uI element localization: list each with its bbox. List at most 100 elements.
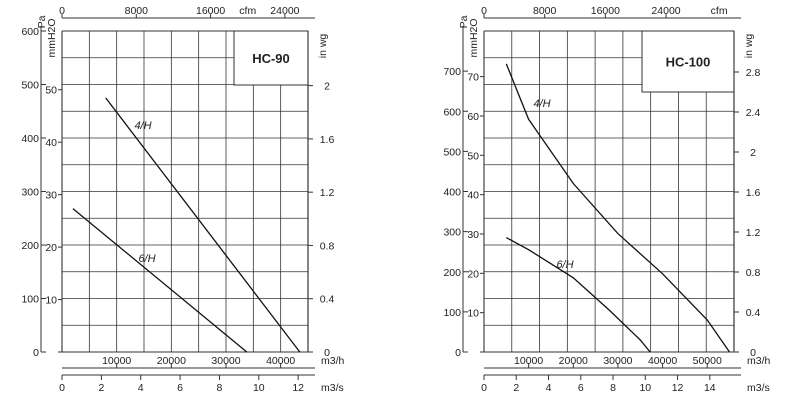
m3h-tick-label: 10000 [514, 355, 543, 367]
m3h-tick-label: 20000 [559, 355, 588, 367]
m3s-tick-label: 10 [639, 382, 651, 394]
m3s-unit-label: m3/s [747, 382, 770, 394]
model-label-box [233, 30, 309, 86]
pa-tick-label: 100 [443, 307, 461, 319]
inwg-tick-label: 1.6 [746, 187, 761, 199]
model-label-box [641, 30, 735, 93]
inwg-tick-label: 0.4 [746, 307, 761, 319]
mmh2o-tick-label: 10 [45, 295, 57, 307]
mmh2o-tick-label: 20 [45, 242, 57, 254]
inwg-unit-label: in wg [743, 34, 755, 59]
m3s-tick-label: 4 [138, 382, 144, 394]
mmh2o-tick-label: 30 [467, 229, 479, 241]
cfm-tick-label: 24000 [651, 5, 680, 17]
m3h-tick-label: 10000 [102, 355, 131, 367]
mmh2o-tick-label: 40 [467, 190, 479, 202]
cfm-tick-label: 16000 [591, 5, 620, 17]
m3s-tick-label: 6 [177, 382, 183, 394]
mmh2o-tick-label: 30 [45, 190, 57, 202]
pa-tick-label: 600 [21, 26, 39, 38]
pa-tick-label: 700 [443, 66, 461, 78]
m3h-tick-label: 30000 [211, 355, 240, 367]
m3s-unit-label: m3/s [321, 382, 344, 394]
pa-tick-label: 500 [21, 80, 39, 92]
curve-6-h [72, 208, 248, 353]
inwg-tick-label: 0.8 [320, 240, 335, 252]
pa-tick-label: 0 [455, 347, 461, 359]
m3s-tick-label: 0 [481, 382, 487, 394]
curve-label-6-h: 6/H [556, 259, 573, 271]
curve-label-4-h: 4/H [134, 120, 151, 132]
m3s-tick-label: 14 [704, 382, 716, 394]
curve-4-h [105, 97, 301, 353]
inwg-tick-label: 2 [750, 147, 756, 159]
pa-tick-label: 400 [21, 133, 39, 145]
pa-tick-label: 300 [21, 187, 39, 199]
pa-tick-label: 0 [33, 347, 39, 359]
model-label: HC-100 [666, 55, 711, 70]
chart-hc-90 [40, 14, 315, 380]
m3s-tick-label: 10 [253, 382, 265, 394]
m3h-unit-label: m3/h [321, 355, 345, 367]
cfm-tick-label: 24000 [270, 5, 299, 17]
mmh2o-tick-label: 50 [467, 150, 479, 162]
inwg-tick-label: 0.8 [746, 267, 761, 279]
curve-label-6-h: 6/H [138, 253, 155, 265]
inwg-tick-label: 1.2 [746, 227, 761, 239]
inwg-unit-label: in wg [317, 34, 329, 59]
m3h-tick-label: 40000 [648, 355, 677, 367]
inwg-tick-label: 2 [324, 81, 330, 93]
mmh2o-unit-label: mmH2O [46, 18, 58, 57]
pa-tick-label: 500 [443, 146, 461, 158]
mmh2o-tick-label: 20 [467, 268, 479, 280]
m3s-tick-label: 12 [292, 382, 304, 394]
mmh2o-tick-label: 10 [467, 308, 479, 320]
pa-tick-label: 100 [21, 294, 39, 306]
pa-tick-label: 600 [443, 106, 461, 118]
inwg-tick-label: 0 [750, 347, 756, 359]
pa-tick-label: 400 [443, 187, 461, 199]
curve-6-h [505, 237, 651, 353]
m3h-unit-label: m3/h [747, 355, 771, 367]
m3s-tick-label: 12 [672, 382, 684, 394]
cfm-tick-label: 0 [481, 5, 487, 17]
pa-unit-label: Pa [36, 15, 48, 28]
m3s-tick-label: 0 [59, 382, 65, 394]
cfm-unit-label: cfm [239, 5, 256, 17]
pa-unit-label: Pa [458, 15, 470, 28]
model-label: HC-90 [252, 51, 290, 66]
inwg-tick-label: 0 [324, 347, 330, 359]
inwg-tick-label: 2.4 [746, 107, 761, 119]
curve-label-4-h: 4/H [533, 98, 550, 110]
m3s-tick-label: 4 [546, 382, 552, 394]
pa-tick-label: 200 [443, 267, 461, 279]
mmh2o-tick-label: 50 [45, 85, 57, 97]
m3h-tick-label: 40000 [266, 355, 295, 367]
inwg-tick-label: 1.6 [320, 134, 335, 146]
m3h-tick-label: 50000 [693, 355, 722, 367]
chart-hc-100 [462, 14, 741, 380]
mmh2o-tick-label: 70 [467, 72, 479, 84]
cfm-tick-label: 16000 [196, 5, 225, 17]
m3s-tick-label: 8 [610, 382, 616, 394]
curve-4-h [505, 63, 731, 353]
pa-tick-label: 300 [443, 227, 461, 239]
mmh2o-tick-label: 40 [45, 137, 57, 149]
m3h-tick-label: 30000 [603, 355, 632, 367]
mmh2o-unit-label: mmH2O [468, 18, 480, 57]
m3s-tick-label: 2 [513, 382, 519, 394]
m3s-tick-label: 8 [217, 382, 223, 394]
inwg-tick-label: 1.2 [320, 187, 335, 199]
pa-tick-label: 200 [21, 240, 39, 252]
cfm-tick-label: 8000 [533, 5, 557, 17]
m3h-tick-label: 20000 [157, 355, 186, 367]
cfm-unit-label: cfm [711, 5, 728, 17]
cfm-tick-label: 8000 [125, 5, 149, 17]
cfm-tick-label: 0 [59, 5, 65, 17]
inwg-tick-label: 2.8 [746, 67, 761, 79]
m3s-tick-label: 6 [578, 382, 584, 394]
m3s-tick-label: 2 [98, 382, 104, 394]
mmh2o-tick-label: 60 [467, 111, 479, 123]
inwg-tick-label: 0.4 [320, 294, 335, 306]
